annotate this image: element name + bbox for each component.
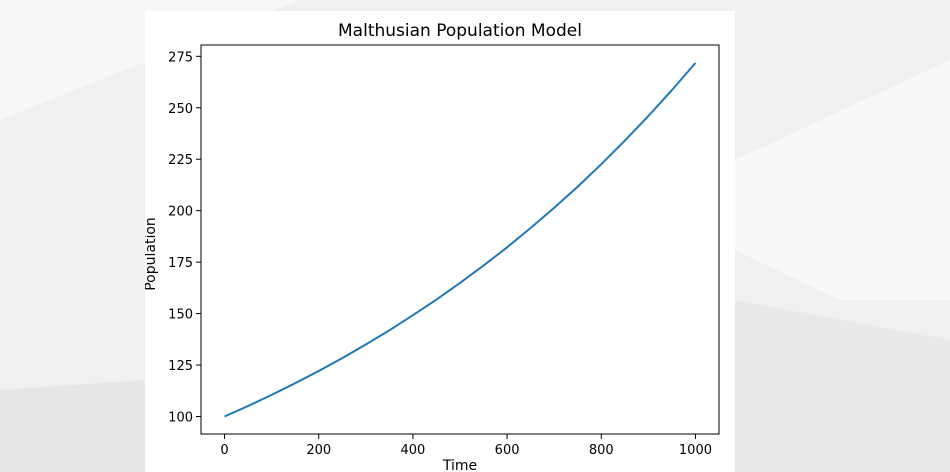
chart-title: Malthusian Population Model	[338, 21, 582, 41]
y-tick-label: 275	[168, 50, 193, 65]
plot-area-frame	[200, 44, 720, 435]
y-axis-label: Population	[145, 217, 159, 291]
x-tick-label: 1000	[679, 443, 712, 458]
y-tick-label: 250	[168, 102, 193, 117]
x-axis-label: Time	[442, 458, 477, 472]
y-tick-label: 100	[168, 411, 193, 426]
y-tick-label: 125	[168, 359, 193, 374]
y-tick-label: 175	[168, 256, 193, 271]
line-chart: Malthusian Population Model Time Populat…	[145, 21, 720, 472]
x-tick-label: 400	[400, 443, 425, 458]
x-tick-label: 800	[589, 443, 614, 458]
x-tick-label: 0	[220, 443, 228, 458]
x-tick-label: 200	[306, 443, 331, 458]
y-tick-label: 225	[168, 153, 193, 168]
x-tick-label: 600	[495, 443, 520, 458]
y-tick-label: 200	[168, 205, 193, 220]
chart-figure: Malthusian Population Model Time Populat…	[145, 11, 735, 472]
population-series-line	[224, 62, 697, 418]
x-axis-ticks: 0 200 400 600 800 1000	[220, 434, 712, 458]
y-axis-ticks: 100 125 150 175 200 225 250 275	[168, 50, 201, 426]
y-tick-label: 150	[168, 308, 193, 323]
